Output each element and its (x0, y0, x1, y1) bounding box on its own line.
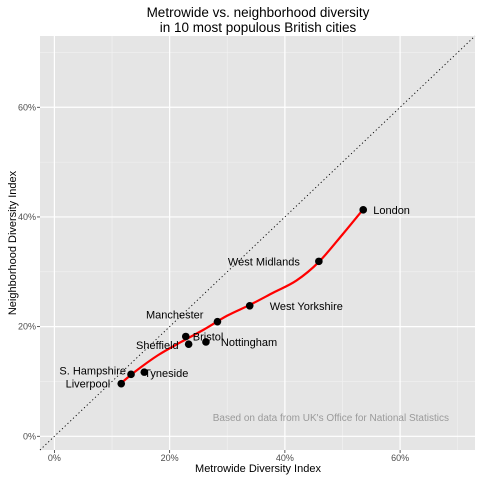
x-tick-label: 60% (391, 453, 409, 463)
point-sheffield (184, 340, 193, 348)
y-tick-label: 60% (18, 102, 36, 112)
y-tick-label: 20% (18, 322, 36, 332)
label-liverpool: Liverpool (66, 379, 111, 391)
x-tick-label: 40% (276, 453, 294, 463)
x-axis-title: Metrowide Diversity Index (195, 463, 321, 475)
point-bristol (181, 332, 190, 341)
x-tick-label: 0% (48, 453, 61, 463)
y-axis-title: Neighborhood Diversity Index (7, 170, 19, 315)
point-west-midlands (315, 257, 323, 266)
point-s-hampshire (127, 370, 135, 379)
y-axis-ticks: 0% 20% 40% 60% (18, 102, 40, 441)
point-labels: London West Midlands West Yorkshire Manches… (59, 205, 410, 391)
label-s-hampshire: S. Hampshire (59, 365, 126, 377)
identity-line (39, 35, 476, 451)
point-nottingham (202, 338, 210, 346)
reference-line (39, 35, 476, 451)
data-points (117, 206, 368, 388)
point-liverpool (117, 379, 126, 388)
point-tyneside (140, 368, 149, 376)
point-manchester (213, 317, 222, 326)
label-nottingham: Nottingham (221, 337, 277, 349)
x-tick-label: 20% (161, 453, 179, 463)
point-west-yorkshire (245, 301, 254, 310)
y-tick-label: 40% (18, 212, 36, 222)
label-bristol: Bristol (193, 331, 224, 343)
source-caption: Based on data from UK's Office for Natio… (213, 413, 449, 424)
label-london: London (373, 205, 410, 217)
label-west-midlands: West Midlands (228, 256, 300, 268)
major-gridlines (40, 36, 475, 450)
label-west-yorkshire: West Yorkshire (270, 301, 343, 313)
y-tick-label: 0% (23, 431, 36, 441)
label-sheffield: Sheffield (136, 340, 179, 352)
chart-subtitle: in 10 most populous British cities (160, 20, 357, 35)
label-manchester: Manchester (146, 310, 204, 322)
label-tyneside: Tyneside (144, 368, 188, 380)
point-london (359, 206, 368, 214)
x-axis-ticks: 0% 20% 40% 60% (48, 450, 409, 463)
chart-title: Metrowide vs. neighborhood diversity (147, 5, 370, 20)
